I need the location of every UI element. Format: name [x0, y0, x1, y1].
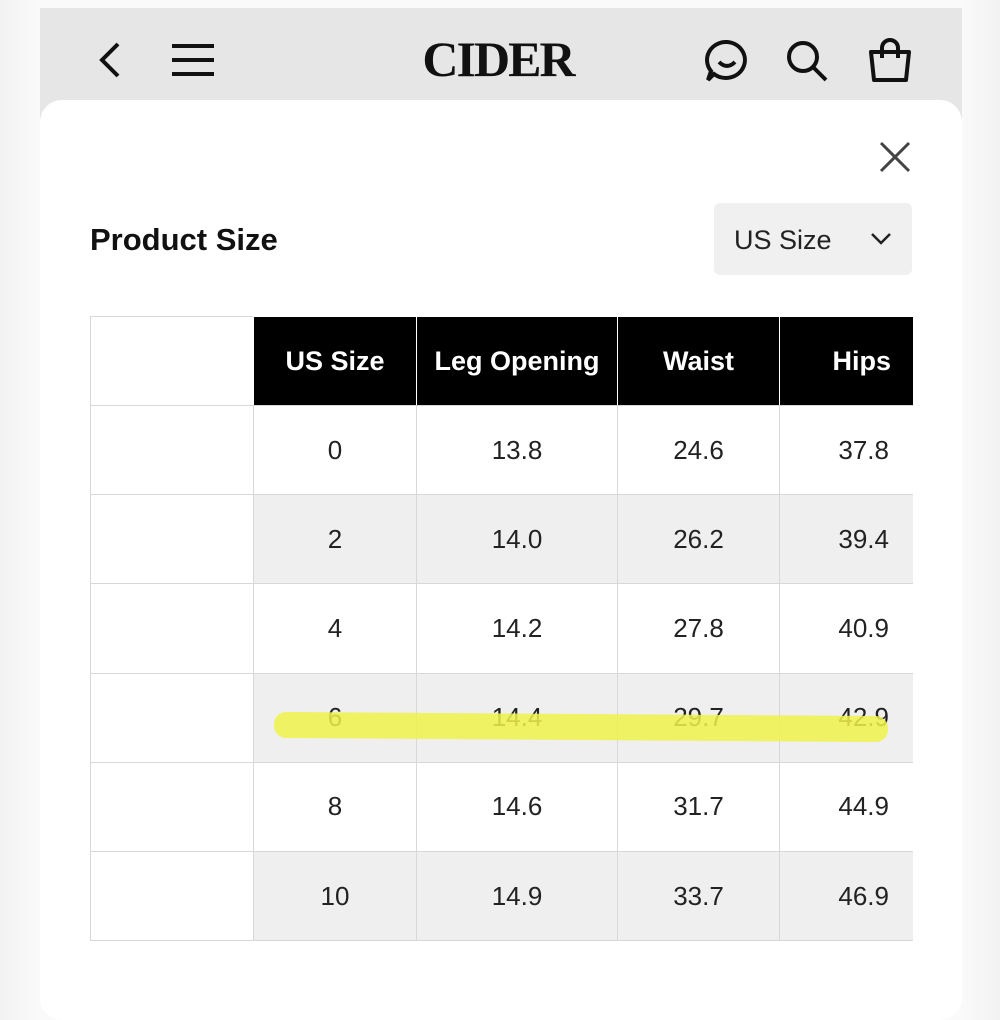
row-label-cell — [90, 851, 254, 942]
modal-title: Product Size — [90, 222, 278, 257]
table-cell: 46.9 — [779, 851, 913, 942]
table-cell: 0 — [253, 405, 417, 496]
table-cell: 44.9 — [779, 761, 913, 852]
table-cell: 14.2 — [416, 583, 618, 674]
column-header: US Size — [253, 316, 417, 406]
table-cell: 40.9 — [779, 583, 913, 674]
chat-button[interactable] — [704, 38, 750, 84]
row-label-cell — [90, 405, 254, 496]
row-label-cell — [90, 761, 254, 852]
cart-button[interactable] — [866, 38, 914, 84]
table-cell: 14.9 — [416, 851, 618, 942]
table-cell: 10 — [253, 851, 417, 942]
table-cell: 8 — [253, 761, 417, 852]
back-button[interactable] — [92, 40, 132, 80]
dropdown-chevron — [871, 233, 891, 245]
table-cell: 27.8 — [617, 583, 780, 674]
table-cell: 24.6 — [617, 405, 780, 496]
brand-logo[interactable]: CIDER — [422, 31, 575, 87]
table-cell: 14.0 — [416, 494, 618, 585]
table-cell: 31.7 — [617, 761, 780, 852]
table-cell: 37.8 — [779, 405, 913, 496]
table-cell: 39.4 — [779, 494, 913, 585]
column-header: Leg Opening — [416, 316, 618, 406]
search-button[interactable] — [784, 38, 830, 84]
row-label-cell — [90, 583, 254, 674]
table-cell: 33.7 — [617, 851, 780, 942]
highlighter-mark — [273, 711, 889, 743]
close-button[interactable] — [879, 141, 911, 173]
menu-button[interactable] — [170, 42, 216, 78]
unit-dropdown[interactable]: US Size — [714, 203, 912, 275]
corner-cell — [90, 316, 254, 406]
table-cell: 13.8 — [416, 405, 618, 496]
column-header: Hips — [779, 316, 913, 406]
column-header: Waist — [617, 316, 780, 406]
row-label-cell — [90, 494, 254, 585]
table-cell: 4 — [253, 583, 417, 674]
table-cell: 26.2 — [617, 494, 780, 585]
table-cell: 2 — [253, 494, 417, 585]
dropdown-label: US Size — [734, 225, 832, 255]
table-cell: 14.6 — [416, 761, 618, 852]
row-label-cell — [90, 672, 254, 763]
